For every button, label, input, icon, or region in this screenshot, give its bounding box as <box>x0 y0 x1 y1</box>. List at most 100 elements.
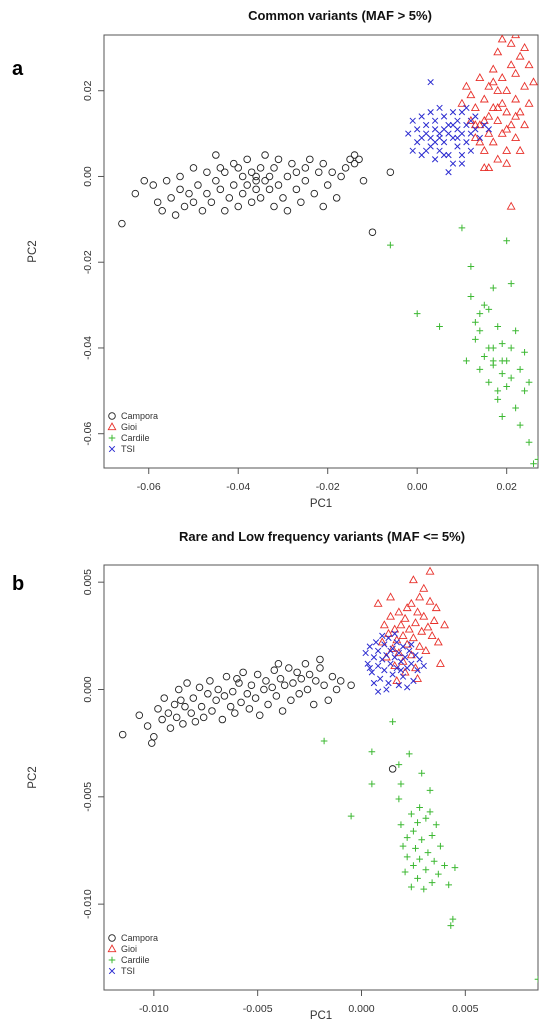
campora-point <box>247 681 256 689</box>
campora-point <box>297 675 306 683</box>
gioi-point <box>461 81 471 90</box>
gioi-point <box>497 128 507 137</box>
gioi-point <box>400 613 410 622</box>
campora-point <box>280 681 289 689</box>
gioi-point <box>427 631 437 639</box>
tsi-point <box>404 684 411 691</box>
legend-marker-gioi <box>107 422 117 431</box>
campora-point <box>181 702 189 711</box>
cardile-point <box>422 814 430 822</box>
gioi-point <box>520 43 530 52</box>
campora-point <box>336 677 345 685</box>
gioi-point <box>475 120 485 129</box>
y-tick-label: -0.06 <box>82 422 94 446</box>
cardile-point <box>534 456 538 463</box>
legend-label: Gioi <box>121 944 137 954</box>
campora-point <box>206 677 214 685</box>
panel-a: Common variants (MAF > 5%) a -0.06 -0.04 -0.… <box>12 8 539 510</box>
y-tick-label: 0.00 <box>82 166 94 187</box>
gioi-point <box>386 611 396 620</box>
tsi-point <box>463 139 470 146</box>
campora-point <box>252 185 260 194</box>
campora-point <box>197 702 206 711</box>
cardile-point <box>408 810 415 818</box>
campora-point <box>212 696 220 704</box>
campora-point <box>179 720 187 728</box>
campora-point <box>328 672 337 681</box>
gioi-point <box>502 145 512 154</box>
campora-point <box>347 681 355 689</box>
campora-point <box>368 228 377 236</box>
tsi-point <box>370 679 378 687</box>
cardile-point <box>424 849 432 856</box>
cardile-point <box>430 857 438 865</box>
tsi-point <box>454 143 461 150</box>
gioi-point <box>390 661 400 670</box>
tsi-point <box>467 117 475 124</box>
tsi-point <box>472 126 479 133</box>
cardile-point <box>451 864 459 871</box>
campora-point <box>350 159 359 168</box>
campora-point <box>247 168 256 176</box>
gioi-point <box>479 94 489 103</box>
cardile-point <box>416 855 423 863</box>
campora-point <box>355 155 363 164</box>
cardile-point <box>428 879 436 886</box>
x-tick-label: -0.04 <box>226 481 250 493</box>
campora-point <box>350 151 359 159</box>
tsi-point <box>387 660 394 667</box>
gioi-point <box>394 607 404 616</box>
campora-point <box>278 707 287 715</box>
campora-point <box>222 672 231 681</box>
tsi-point <box>393 664 400 672</box>
panel-letter: b <box>12 573 24 595</box>
cardile-point <box>389 718 396 725</box>
cardile-point <box>476 327 484 335</box>
gioi-point <box>511 94 521 103</box>
campora-point <box>292 185 301 194</box>
campora-point <box>180 202 189 211</box>
campora-point <box>150 732 158 741</box>
campora-point <box>328 168 336 176</box>
cardile-point <box>476 366 484 373</box>
campora-point <box>245 705 254 713</box>
campora-point <box>261 177 269 185</box>
gioi-point <box>435 658 445 667</box>
data-points <box>118 566 538 983</box>
campora-point <box>301 659 310 668</box>
tsi-point <box>405 130 412 137</box>
campora-point <box>175 685 183 694</box>
x-tick-label: 0.005 <box>452 1003 478 1015</box>
campora-point <box>268 683 276 692</box>
campora-point <box>312 677 320 685</box>
gioi-point <box>484 128 494 137</box>
campora-point <box>183 679 191 687</box>
campora-point <box>235 679 243 687</box>
campora-point <box>274 155 283 164</box>
campora-point <box>164 709 173 717</box>
campora-point <box>337 172 345 181</box>
x-axis-label: PC1 <box>310 498 332 510</box>
campora-point <box>189 198 198 206</box>
legend-marker-tsi <box>108 445 116 453</box>
gioi-point <box>515 145 525 154</box>
gioi-point <box>488 77 498 86</box>
y-tick-label: -0.005 <box>82 782 94 812</box>
legend-label: Campora <box>121 933 158 943</box>
cardile-point <box>467 293 475 300</box>
gioi-point <box>479 145 489 154</box>
campora-point <box>231 709 239 717</box>
cardile-point <box>397 821 405 829</box>
tsi-point <box>427 79 434 86</box>
tsi-point <box>431 117 439 124</box>
campora-point <box>238 189 247 198</box>
cardile-point <box>447 922 455 929</box>
cardile-point <box>489 357 497 365</box>
tsi-point <box>463 104 470 112</box>
cardile-point <box>418 769 426 777</box>
campora-point <box>237 698 245 707</box>
tsi-point <box>485 126 492 133</box>
campora-point <box>143 722 152 730</box>
legend-marker-tsi <box>108 967 116 975</box>
gioi-point <box>423 622 433 631</box>
